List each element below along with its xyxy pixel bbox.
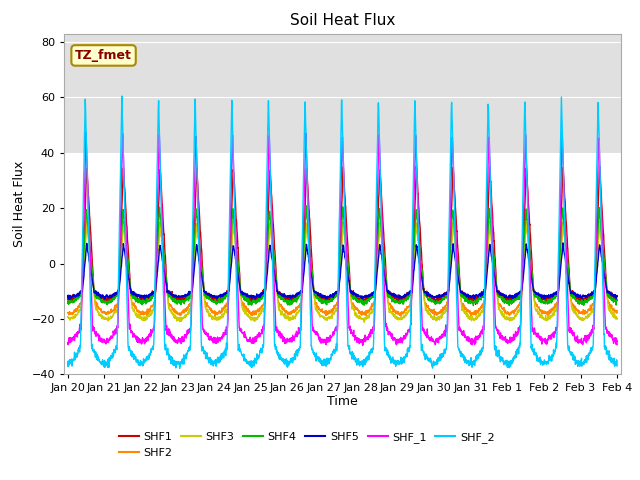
- SHF_2: [502, 362, 510, 368]
- SHF1: [565, 265, 573, 271]
- SHF4: [358, 301, 366, 307]
- SHF_2: [218, 351, 225, 357]
- SHF2: [580, 311, 588, 317]
- SHF_1: [217, 336, 225, 341]
- SHF_2: [613, 363, 621, 369]
- SHF3: [360, 319, 368, 325]
- SHF4: [371, 291, 378, 297]
- SHF5: [580, 294, 588, 300]
- SHF5: [613, 293, 621, 299]
- SHF1: [64, 297, 72, 302]
- SHF_2: [371, 288, 378, 293]
- SHF_1: [580, 337, 588, 343]
- SHF_2: [64, 359, 72, 365]
- SHF4: [565, 275, 573, 280]
- SHF1: [217, 296, 225, 302]
- SHF4: [302, 203, 310, 209]
- SHF1: [358, 296, 366, 301]
- SHF_1: [371, 321, 378, 327]
- SHF2: [486, 218, 493, 224]
- SHF2: [502, 311, 510, 317]
- SHF3: [502, 316, 510, 322]
- Line: SHF5: SHF5: [68, 243, 617, 300]
- SHF3: [358, 316, 366, 322]
- Line: SHF_1: SHF_1: [68, 132, 617, 346]
- Line: SHF2: SHF2: [68, 221, 617, 316]
- SHF5: [218, 293, 225, 299]
- SHF_2: [118, 93, 125, 99]
- Title: Soil Heat Flux: Soil Heat Flux: [290, 13, 395, 28]
- SHF2: [467, 313, 475, 319]
- SHF1: [413, 163, 420, 169]
- SHF5: [371, 289, 378, 295]
- Line: SHF3: SHF3: [68, 221, 617, 322]
- Line: SHF4: SHF4: [68, 206, 617, 306]
- Y-axis label: Soil Heat Flux: Soil Heat Flux: [13, 161, 26, 247]
- SHF3: [64, 314, 72, 320]
- SHF3: [613, 316, 621, 322]
- SHF2: [358, 308, 366, 314]
- SHF3: [217, 313, 225, 319]
- SHF5: [65, 297, 73, 302]
- SHF2: [371, 300, 378, 306]
- SHF_2: [565, 343, 573, 349]
- Legend: SHF1, SHF2, SHF3, SHF4, SHF5, SHF_1, SHF_2: SHF1, SHF2, SHF3, SHF4, SHF5, SHF_1, SHF…: [114, 428, 499, 462]
- Line: SHF_2: SHF_2: [68, 96, 617, 369]
- SHF_2: [580, 360, 588, 366]
- SHF5: [559, 240, 567, 246]
- SHF2: [565, 279, 573, 285]
- SHF3: [596, 218, 604, 224]
- SHF2: [64, 310, 72, 315]
- SHF4: [580, 300, 588, 305]
- SHF_1: [358, 339, 366, 345]
- SHF4: [64, 300, 72, 306]
- SHF_2: [359, 363, 367, 369]
- X-axis label: Time: Time: [327, 395, 358, 408]
- SHF_1: [565, 328, 573, 334]
- SHF_1: [558, 130, 566, 135]
- SHF_1: [502, 339, 510, 345]
- SHF1: [502, 296, 510, 302]
- SHF_2: [176, 366, 184, 372]
- SHF4: [470, 303, 477, 309]
- SHF5: [502, 294, 510, 300]
- SHF_1: [613, 342, 621, 348]
- SHF5: [565, 279, 573, 285]
- Bar: [64, 34, 621, 153]
- SHF1: [371, 291, 378, 297]
- SHF3: [371, 303, 378, 309]
- SHF1: [472, 301, 479, 307]
- SHF4: [502, 300, 510, 306]
- Text: TZ_fmet: TZ_fmet: [75, 49, 132, 62]
- SHF3: [580, 317, 588, 323]
- SHF4: [217, 299, 225, 305]
- Line: SHF1: SHF1: [68, 166, 617, 304]
- SHF_1: [359, 343, 367, 348]
- SHF2: [613, 308, 621, 313]
- SHF3: [565, 276, 573, 282]
- SHF1: [613, 297, 621, 303]
- SHF1: [580, 298, 588, 303]
- SHF4: [613, 297, 621, 302]
- SHF_1: [64, 340, 72, 346]
- SHF5: [358, 295, 366, 301]
- SHF5: [64, 293, 72, 299]
- SHF2: [217, 309, 225, 314]
